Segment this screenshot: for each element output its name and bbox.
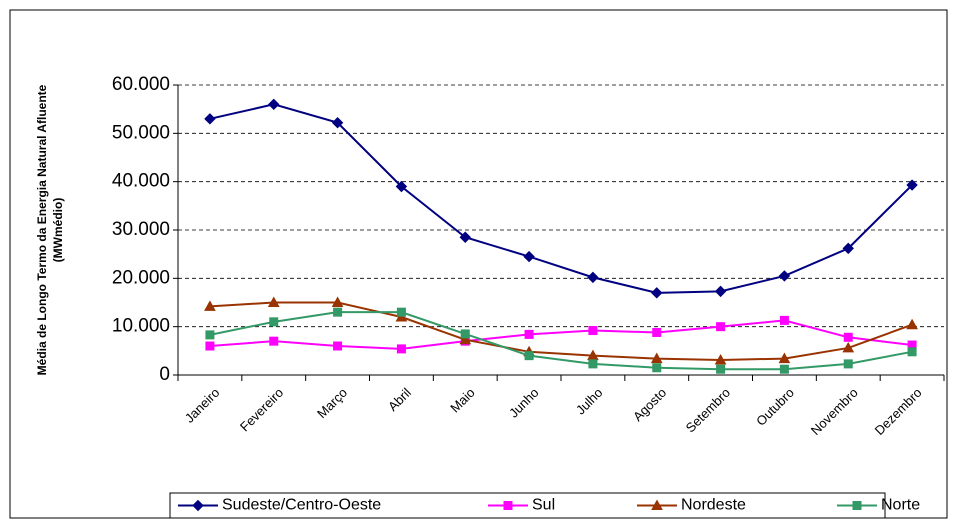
- data-point: [779, 364, 789, 374]
- y-tick-label: 60.000: [112, 74, 170, 95]
- data-point: [268, 98, 280, 111]
- legend-marker: [503, 501, 513, 510]
- data-point: [843, 359, 853, 369]
- data-point: [778, 270, 791, 282]
- legend-marker: [651, 499, 663, 510]
- legend-label: Sul: [532, 497, 555, 514]
- data-point: [333, 307, 343, 317]
- series-line: [209, 103, 913, 294]
- data-point: [778, 352, 791, 364]
- data-point: [395, 180, 408, 193]
- legend-marker: [852, 501, 862, 510]
- legend-marker: [192, 499, 204, 512]
- data-point: [331, 296, 344, 307]
- data-point: [587, 271, 599, 284]
- data-point: [843, 332, 853, 342]
- legend-label: Sudeste/Centro-Oeste: [222, 497, 381, 514]
- data-point: [459, 333, 472, 345]
- data-point: [714, 285, 727, 298]
- y-tick-label: 40.000: [112, 171, 170, 192]
- data-point: [396, 344, 406, 354]
- series-line: [209, 301, 913, 362]
- series-line: [209, 319, 913, 350]
- data-point: [524, 329, 534, 339]
- data-point: [588, 326, 598, 336]
- data-point: [333, 341, 343, 351]
- data-point: [204, 113, 216, 125]
- legend-label: Nordeste: [681, 497, 746, 514]
- data-point: [460, 329, 470, 339]
- data-point: [842, 341, 855, 353]
- data-point: [650, 352, 663, 364]
- chart-border: [9, 9, 948, 519]
- data-point: [779, 315, 789, 325]
- data-point: [907, 347, 917, 357]
- y-tick-label: 30.000: [112, 219, 170, 240]
- data-point: [396, 307, 406, 317]
- y-axis-label: Média de Longo Termo da Energia Natural …: [35, 84, 49, 375]
- series-line: [209, 311, 913, 371]
- y-tick-label: 20.000: [112, 267, 170, 288]
- y-axis-label: (MWmédio): [51, 198, 65, 263]
- data-point: [269, 336, 279, 346]
- data-point: [652, 327, 662, 337]
- data-point: [205, 330, 215, 340]
- data-point: [842, 242, 854, 255]
- data-point: [459, 231, 471, 243]
- data-point: [331, 116, 344, 129]
- data-point: [716, 364, 726, 374]
- data-point: [588, 359, 598, 369]
- data-point: [652, 363, 662, 373]
- data-point: [524, 351, 534, 361]
- data-point: [906, 318, 918, 330]
- data-point: [906, 179, 918, 191]
- y-tick-label: 10.000: [112, 316, 170, 337]
- data-point: [267, 296, 280, 307]
- data-point: [205, 341, 215, 351]
- y-tick-label: 0: [159, 364, 170, 385]
- data-point: [651, 287, 663, 299]
- data-point: [204, 300, 216, 311]
- y-tick-label: 50.000: [112, 122, 170, 143]
- data-point: [523, 250, 535, 263]
- legend-label: Norte: [881, 497, 920, 514]
- data-point: [716, 322, 726, 332]
- data-point: [269, 317, 279, 327]
- data-point: [714, 353, 727, 365]
